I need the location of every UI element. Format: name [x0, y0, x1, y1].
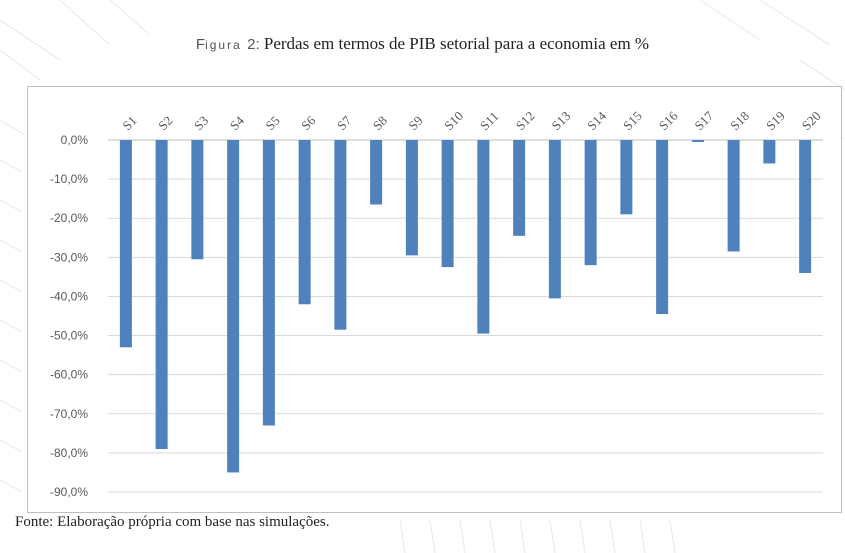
y-tick-label: -80,0% — [50, 446, 88, 460]
bar-s6 — [298, 140, 311, 305]
x-tick-label: S12 — [513, 108, 538, 133]
bar-s20 — [799, 140, 812, 273]
bar-s18 — [727, 140, 740, 252]
y-tick-label: -30,0% — [50, 250, 88, 264]
x-tick-label: S20 — [799, 108, 824, 133]
x-tick-label: S15 — [620, 108, 645, 133]
y-tick-label: -40,0% — [50, 289, 88, 303]
y-tick-label: -70,0% — [50, 407, 88, 421]
figure-source: Fonte: Elaboração própria com base nas s… — [15, 514, 330, 530]
y-tick-label: -90,0% — [50, 485, 88, 499]
y-tick-label: -10,0% — [50, 172, 88, 186]
bar-s4 — [227, 140, 240, 473]
bar-s8 — [370, 140, 383, 205]
chart-area: 0,0% -10,0% -20,0% -30,0% -40,0% -50,0% -60,0%… — [27, 86, 842, 513]
bar-s9 — [405, 140, 418, 256]
figure-label: Figura 2: — [195, 36, 260, 53]
x-tick-label: S9 — [405, 113, 425, 133]
x-tick-label: S13 — [548, 108, 573, 133]
bar-s7 — [334, 140, 347, 330]
x-tick-label: S17 — [691, 108, 716, 133]
x-tick-label: S6 — [298, 112, 319, 133]
bar-s13 — [548, 140, 561, 299]
bar-s16 — [656, 140, 669, 315]
figure-title: Figura 2: Perdas em termos de PIB setori… — [0, 34, 845, 54]
x-tick-label: S14 — [584, 108, 609, 133]
x-tick-label: S11 — [477, 109, 502, 134]
bar-s5 — [262, 140, 275, 426]
bar-s10 — [441, 140, 454, 268]
x-tick-label: S2 — [155, 113, 175, 133]
x-tick-label: S8 — [370, 113, 390, 133]
bar-s1 — [119, 140, 132, 348]
x-tick-label: S1 — [119, 113, 139, 133]
x-tick-label: S16 — [656, 108, 681, 133]
bar-s3 — [191, 140, 204, 260]
y-tick-label: -60,0% — [50, 368, 88, 382]
figure-title-text: Perdas em termos de PIB setorial para a … — [263, 34, 650, 53]
bar-s12 — [513, 140, 526, 236]
x-tick-label: S10 — [441, 108, 466, 133]
x-tick-label: S4 — [227, 112, 248, 133]
y-tick-label: -50,0% — [50, 329, 88, 343]
bar-s11 — [477, 140, 490, 334]
bar-s15 — [620, 140, 633, 215]
bar-s19 — [763, 140, 776, 164]
bar-s17 — [691, 140, 704, 142]
bar-s2 — [155, 140, 168, 449]
bar-chart: 0,0% -10,0% -20,0% -30,0% -40,0% -50,0% -60,0%… — [50, 108, 824, 499]
bar-s14 — [584, 140, 597, 266]
y-tick-label: 0,0% — [61, 133, 89, 147]
x-tick-label: S5 — [262, 113, 282, 133]
x-tick-label: S3 — [191, 113, 211, 133]
x-tick-label: S18 — [727, 108, 752, 133]
y-tick-label: -20,0% — [50, 211, 88, 225]
x-tick-label: S7 — [334, 112, 355, 133]
x-tick-label: S19 — [763, 108, 788, 133]
